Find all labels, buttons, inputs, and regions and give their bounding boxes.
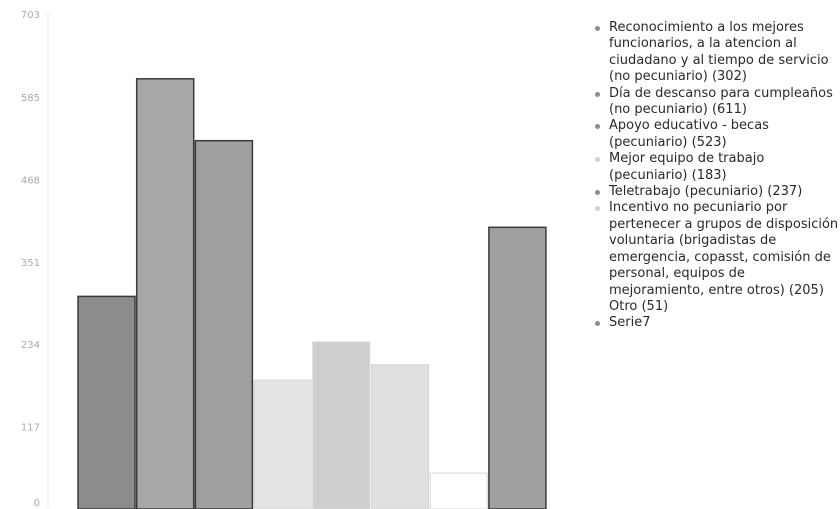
legend-marker-icon bbox=[595, 91, 600, 97]
y-tick-label: 585 bbox=[21, 93, 40, 104]
legend-label: Mejor equipo de trabajo (pecuniario) (18… bbox=[609, 151, 765, 183]
legend-label: Día de descanso para cumpleaños (no pecu… bbox=[609, 85, 833, 118]
legend-item: Serie7 bbox=[592, 315, 840, 331]
legend-label: Reconocimiento a los mejores funcionario… bbox=[609, 20, 829, 85]
legend-label: Apoyo educativo - becas (pecuniario) (52… bbox=[609, 118, 769, 150]
y-axis: 0 117 234 351 468 585 703 bbox=[21, 10, 40, 509]
bar bbox=[77, 295, 136, 509]
legend-item: Teletrabajo (pecuniario) (237) bbox=[592, 184, 840, 200]
bar bbox=[253, 379, 312, 509]
bar bbox=[371, 364, 429, 509]
legend-label: Serie7 bbox=[609, 315, 651, 331]
legend-marker-icon bbox=[595, 26, 600, 31]
bar bbox=[135, 78, 195, 509]
legend-marker-icon bbox=[595, 190, 600, 196]
legend-marker-icon bbox=[595, 304, 600, 310]
legend-item: Apoyo educativo - becas (pecuniario) (52… bbox=[592, 118, 840, 151]
legend-marker-icon bbox=[595, 157, 600, 163]
legend-marker-icon bbox=[595, 321, 600, 327]
bar-chart: 0 117 234 351 468 585 703 bbox=[21, 10, 547, 509]
bar bbox=[488, 226, 547, 509]
legend-marker-icon bbox=[595, 206, 600, 212]
legend-item: Incentivo no pecuniario por pertenecer a… bbox=[592, 200, 840, 298]
y-tick-label: 0 bbox=[34, 498, 40, 509]
bar bbox=[194, 139, 254, 509]
y-tick-label: 703 bbox=[21, 10, 40, 21]
legend-item: Mejor equipo de trabajo (pecuniario) (18… bbox=[592, 151, 840, 184]
bar bbox=[312, 341, 371, 509]
legend: Reconocimiento a los mejores funcionario… bbox=[592, 20, 840, 332]
legend-item: Otro (51) bbox=[592, 299, 840, 315]
legend-label: Otro (51) bbox=[609, 298, 669, 314]
legend-item: Reconocimiento a los mejores funcionario… bbox=[592, 20, 840, 86]
y-tick-label: 234 bbox=[21, 340, 40, 351]
legend-marker-icon bbox=[595, 124, 600, 130]
legend-item: Día de descanso para cumpleaños (no pecu… bbox=[592, 86, 840, 119]
bars bbox=[77, 78, 547, 509]
bar bbox=[429, 472, 488, 509]
legend-label: Incentivo no pecuniario por pertenecer a… bbox=[609, 200, 839, 298]
y-tick-label: 468 bbox=[21, 175, 40, 186]
y-tick-label: 117 bbox=[21, 423, 40, 434]
y-tick-label: 351 bbox=[21, 258, 40, 269]
legend-label: Teletrabajo (pecuniario) (237) bbox=[609, 184, 803, 200]
